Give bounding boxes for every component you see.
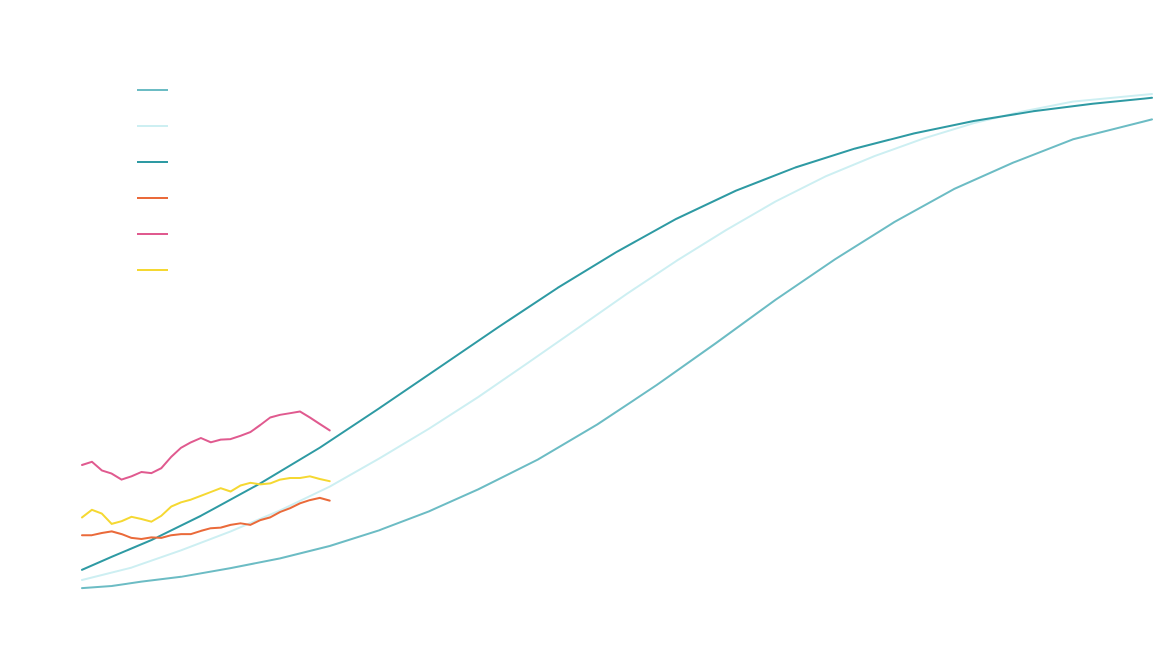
legend bbox=[137, 89, 168, 271]
series-line-2 bbox=[81, 93, 1153, 581]
series-line-1 bbox=[81, 118, 1153, 590]
series-line-6 bbox=[81, 475, 331, 525]
series-line-3 bbox=[81, 96, 1153, 571]
series-line-5 bbox=[81, 410, 331, 481]
series-line-4 bbox=[81, 496, 331, 540]
plot-area bbox=[81, 93, 1153, 590]
